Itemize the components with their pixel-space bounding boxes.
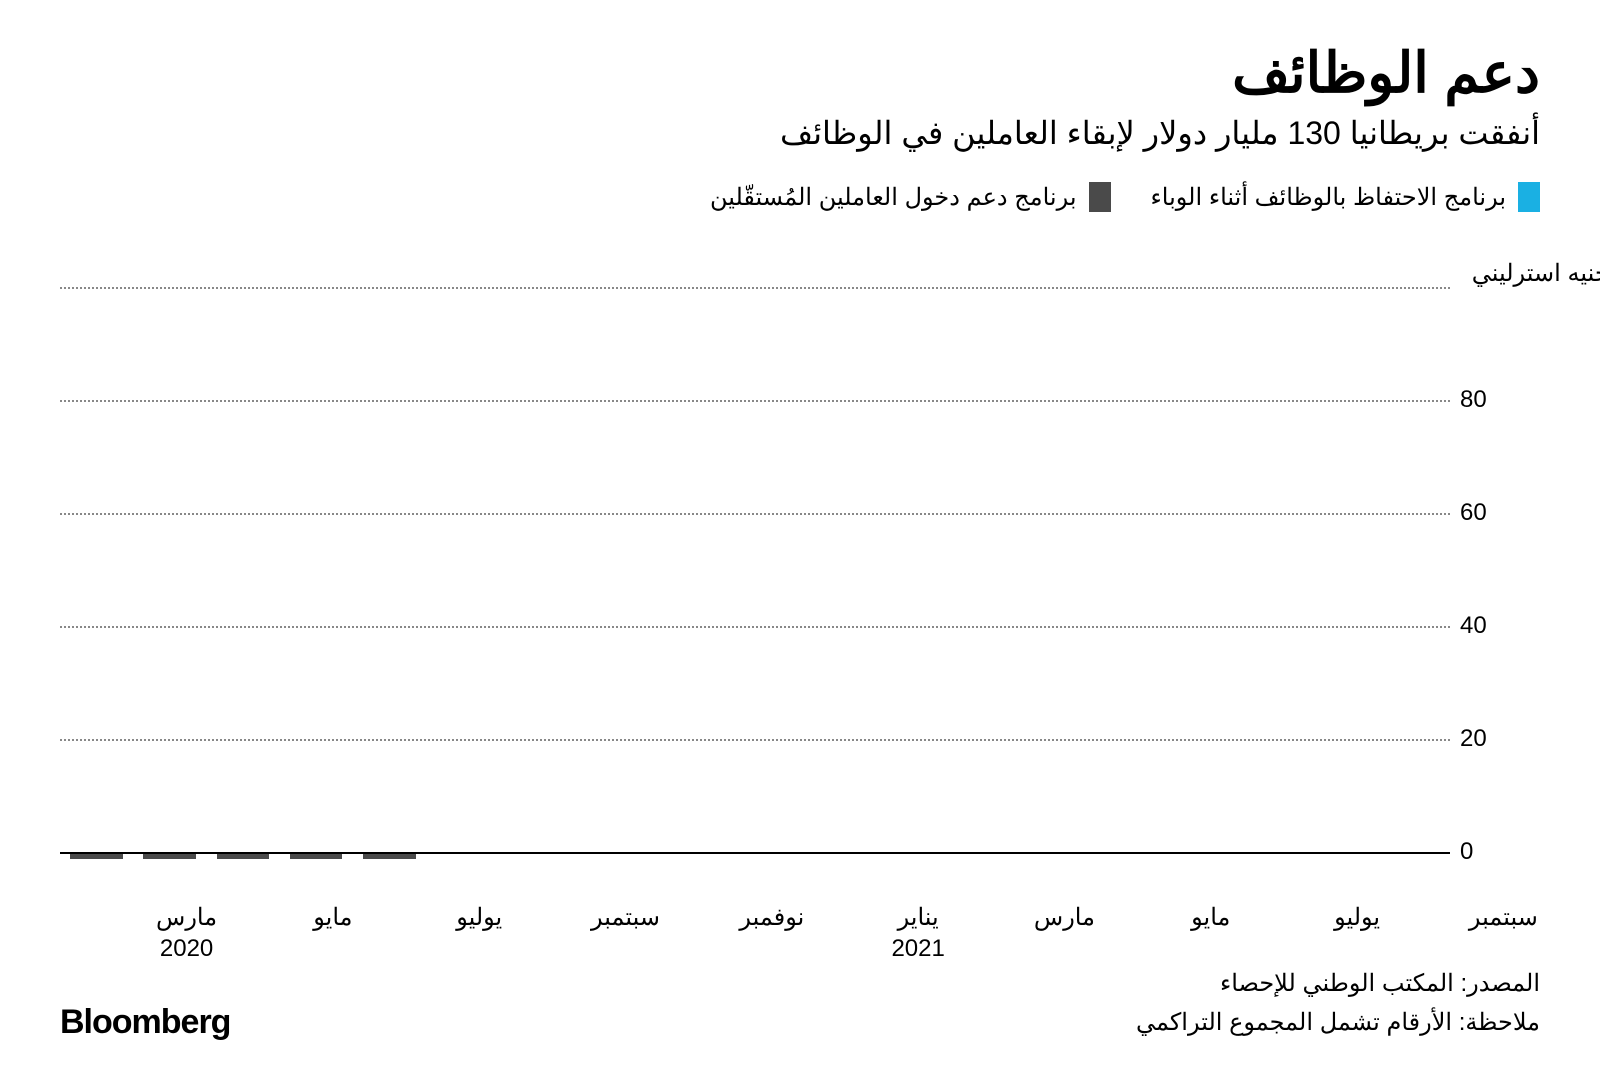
legend-swatch-2 <box>1089 182 1111 212</box>
bar-slot <box>792 287 865 852</box>
x-axis: مارس2020 مايو يوليو سبتمبر نوفمبر يناير2021 ما… <box>150 862 1540 964</box>
x-tick-label <box>223 862 296 964</box>
x-tick-label: نوفمبر <box>735 862 808 964</box>
bar-slot <box>353 287 426 852</box>
x-tick-label <box>1247 862 1320 964</box>
bars-container <box>60 287 1450 852</box>
bar-slot <box>865 287 938 852</box>
bar-slot <box>1377 287 1450 852</box>
bar-slot <box>426 287 499 852</box>
x-tick-label: مارس <box>1028 862 1101 964</box>
chart-legend: برنامج الاحتفاظ بالوظائف أثناء الوباء بر… <box>60 182 1540 212</box>
x-tick-label <box>369 862 442 964</box>
legend-item-1: برنامج الاحتفاظ بالوظائف أثناء الوباء <box>1151 182 1541 212</box>
bar-slot <box>1231 287 1304 852</box>
y-tick-label: 40 <box>1460 612 1520 640</box>
y-tick-label: 20 <box>1460 725 1520 753</box>
bar-slot <box>1011 287 1084 852</box>
bar-slot <box>718 287 791 852</box>
bar-slot <box>60 287 133 852</box>
bar-nub <box>70 854 123 859</box>
x-tick-label <box>516 862 589 964</box>
x-tick-label: مارس2020 <box>150 862 223 964</box>
legend-item-2: برنامج دعم دخول العاملين المُستقّلين <box>710 182 1111 212</box>
chart-area: 020406080100 مليار جنيه استرليني <box>60 262 1540 852</box>
legend-label-2: برنامج دعم دخول العاملين المُستقّلين <box>710 183 1077 212</box>
bar-slot <box>1304 287 1377 852</box>
bar-slot <box>572 287 645 852</box>
x-tick-label: سبتمبر <box>1467 862 1540 964</box>
chart-subtitle: أنفقت بريطانيا 130 مليار دولار لإبقاء ال… <box>60 114 1540 152</box>
x-tick-label <box>1394 862 1467 964</box>
bar-nub <box>290 854 343 859</box>
bar-slot <box>1084 287 1157 852</box>
x-tick-label: سبتمبر <box>589 862 662 964</box>
y-tick-label: 80 <box>1460 386 1520 414</box>
x-tick-label <box>808 862 881 964</box>
bar-nub <box>217 854 270 859</box>
x-tick-label: يوليو <box>443 862 516 964</box>
bar-slot <box>206 287 279 852</box>
y-tick-label: 60 <box>1460 499 1520 527</box>
x-tick-label <box>662 862 735 964</box>
plot-area: 020406080100 مليار جنيه استرليني <box>60 287 1450 852</box>
legend-swatch-1 <box>1518 182 1540 212</box>
note-line: ملاحظة: الأرقام تشمل المجموع التراكمي <box>1136 1004 1540 1042</box>
y-tick-label: 100 مليار جنيه استرليني <box>1450 259 1600 288</box>
chart-title: دعم الوظائف <box>60 40 1540 106</box>
bar-slot <box>133 287 206 852</box>
legend-label-1: برنامج الاحتفاظ بالوظائف أثناء الوباء <box>1151 183 1507 212</box>
brand-logo: Bloomberg <box>60 1003 230 1042</box>
x-tick-label: يناير2021 <box>882 862 955 964</box>
bar-slot <box>280 287 353 852</box>
x-tick-label: يوليو <box>1321 862 1394 964</box>
bar-slot <box>938 287 1011 852</box>
bar-slot <box>1157 287 1230 852</box>
x-tick-label: مايو <box>1174 862 1247 964</box>
bar-nub <box>363 854 416 859</box>
chart-footer: المصدر: المكتب الوطني للإحصاء ملاحظة: ال… <box>60 965 1540 1042</box>
x-tick-label <box>1101 862 1174 964</box>
bar-slot <box>645 287 718 852</box>
x-tick-label <box>955 862 1028 964</box>
bar-slot <box>499 287 572 852</box>
source-line: المصدر: المكتب الوطني للإحصاء <box>1136 965 1540 1003</box>
bar-nub <box>143 854 196 859</box>
x-tick-label: مايو <box>296 862 369 964</box>
footer-notes: المصدر: المكتب الوطني للإحصاء ملاحظة: ال… <box>1136 965 1540 1042</box>
